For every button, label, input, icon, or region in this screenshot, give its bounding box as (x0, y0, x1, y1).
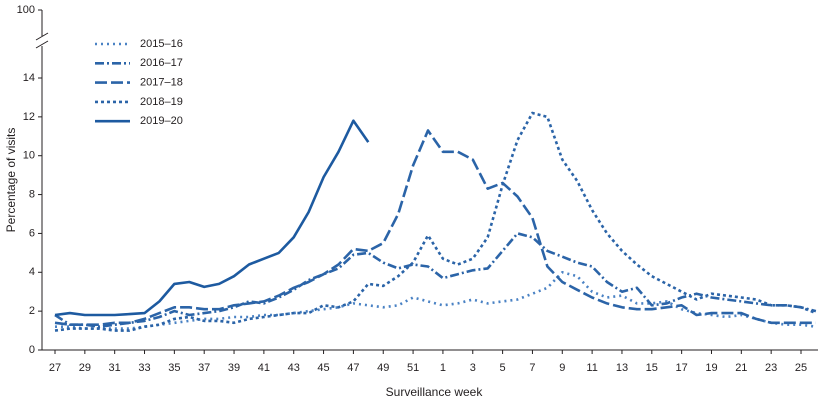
x-tick-label: 37 (198, 362, 210, 374)
x-tick-label: 27 (49, 362, 61, 374)
x-tick-label: 23 (765, 362, 777, 374)
x-tick-label: 49 (377, 362, 389, 374)
axis-break (35, 40, 49, 49)
y-tick-label: 0 (29, 344, 35, 356)
axis-break (35, 32, 49, 41)
x-tick-label: 41 (258, 362, 270, 374)
y-tick-label: 10 (23, 150, 35, 162)
legend-label: 2019–20 (140, 115, 183, 127)
y-tick-label: 100 (17, 4, 35, 16)
y-tick-label: 2 (29, 305, 35, 317)
x-tick-label: 1 (440, 362, 446, 374)
y-axis-label: Percentage of visits (4, 128, 18, 233)
series-line (55, 271, 817, 330)
x-tick-label: 29 (79, 362, 91, 374)
x-tick-label: 15 (646, 362, 658, 374)
legend-label: 2015–16 (140, 38, 183, 50)
legend-label: 2016–17 (140, 57, 183, 69)
x-tick-label: 11 (586, 362, 597, 374)
x-tick-label: 21 (735, 362, 747, 374)
x-tick-label: 47 (347, 362, 359, 374)
legend-label: 2018–19 (140, 96, 183, 108)
y-tick-label: 12 (23, 111, 35, 123)
y-tick-label: 6 (29, 227, 35, 239)
x-tick-label: 51 (407, 362, 419, 374)
series-line (54, 232, 817, 328)
x-tick-label: 9 (559, 362, 565, 374)
x-tick-label: 35 (168, 362, 180, 374)
y-tick-label: 14 (23, 72, 35, 84)
x-tick-label: 13 (616, 362, 628, 374)
series-line (54, 119, 370, 317)
y-tick-label: 8 (29, 188, 35, 200)
y-tick-label: 4 (29, 266, 35, 278)
x-tick-label: 43 (288, 362, 300, 374)
x-tick-label: 25 (795, 362, 807, 374)
series-line (54, 129, 816, 326)
x-tick-label: 31 (109, 362, 121, 374)
x-tick-label: 3 (470, 362, 476, 374)
series-line (54, 111, 817, 332)
x-tick-label: 33 (138, 362, 150, 374)
x-tick-label: 5 (500, 362, 506, 374)
legend-label: 2017–18 (140, 77, 183, 89)
x-tick-label: 45 (317, 362, 329, 374)
x-tick-label: 39 (228, 362, 240, 374)
x-tick-label: 19 (705, 362, 717, 374)
x-tick-label: 17 (676, 362, 688, 374)
x-tick-label: 7 (529, 362, 535, 374)
x-axis-label: Surveillance week (386, 385, 484, 399)
